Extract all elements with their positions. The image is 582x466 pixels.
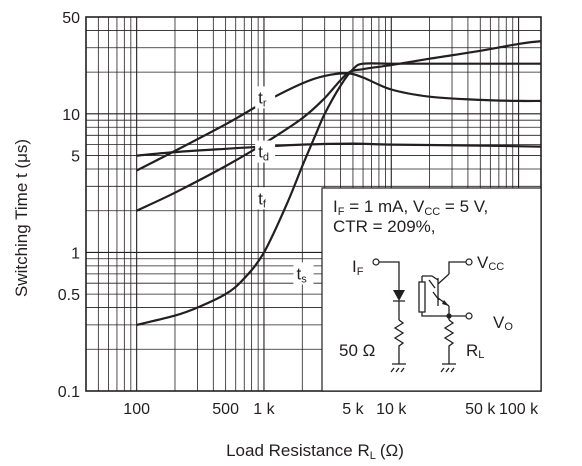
- y-tick-label: 50: [62, 10, 80, 27]
- x-tick-label: 10 k: [376, 401, 407, 418]
- input-ground: [390, 363, 406, 373]
- x-tick-label: 100: [123, 401, 150, 418]
- x-axis-title: Load Resistance RL (Ω): [226, 441, 404, 462]
- curve-labels: tr td tf ts: [255, 86, 314, 285]
- input-terminal: [372, 258, 380, 266]
- y-axis-title: Switching Time t (μs): [12, 139, 31, 297]
- rl-label: RL: [466, 341, 484, 361]
- load-resistor: [443, 319, 455, 364]
- x-tick-label: 100 k: [499, 401, 539, 418]
- led-cathode: [393, 300, 405, 320]
- condition-inset: IF = 1 mA, VCC = 5 V, CTR = 209%, IF 50 …: [321, 187, 542, 392]
- inset-box: [321, 187, 542, 392]
- output-ground: [440, 363, 456, 373]
- x-tick-label: 5 k: [342, 401, 364, 418]
- curve-label-bg: [255, 187, 276, 210]
- curve-label-ts: ts: [296, 264, 307, 285]
- input-resistor: [393, 319, 405, 364]
- resistor-label: 50 Ω: [339, 341, 375, 360]
- condition-line-2: CTR = 209%,: [333, 217, 436, 236]
- input-label: IF: [352, 257, 364, 278]
- axis-ticks: 100 500 1 k 5 k 10 k 50 k 100 k 0.1 0.5 1 5 10 50: [58, 10, 539, 418]
- y-tick-label: 1: [71, 245, 80, 262]
- condition-line-1: IF = 1 mA, VCC = 5 V,: [333, 197, 488, 218]
- emitter-arrow: [442, 300, 449, 306]
- curve-ts: [136, 62, 541, 326]
- x-tick-label: 500: [212, 401, 239, 418]
- curve-td: [136, 142, 541, 157]
- input-wire: [379, 261, 400, 290]
- x-tick-label: 1 k: [253, 401, 275, 418]
- curve-label-bg: [255, 86, 276, 109]
- test-circuit: IF 50 Ω VCC VO RL: [339, 253, 513, 373]
- vcc-terminal: [465, 258, 473, 266]
- curves: [136, 40, 541, 326]
- base-resistor: [418, 281, 426, 313]
- curve-label-td: td: [258, 143, 269, 164]
- curve-label-tr: tr: [258, 88, 267, 109]
- base-wire: [421, 276, 449, 317]
- led-symbol: [393, 290, 405, 301]
- y-tick-label: 5: [71, 149, 80, 166]
- output-node: [446, 313, 452, 319]
- vo-terminal: [465, 312, 473, 320]
- curve-label-tf: tf: [258, 189, 267, 210]
- curve-label-bg: [293, 262, 314, 285]
- y-tick-label: 10: [62, 107, 80, 124]
- y-tick-label: 0.5: [58, 287, 80, 304]
- transistor-symbol: [422, 273, 450, 307]
- curve-label-bg: [255, 140, 276, 163]
- collector-wire: [448, 261, 466, 274]
- vo-label: VO: [493, 313, 513, 333]
- x-tick-label: 50 k: [465, 401, 496, 418]
- y-tick-label: 0.1: [58, 384, 80, 401]
- vcc-label: VCC: [477, 253, 504, 273]
- curve-tf: [136, 40, 541, 212]
